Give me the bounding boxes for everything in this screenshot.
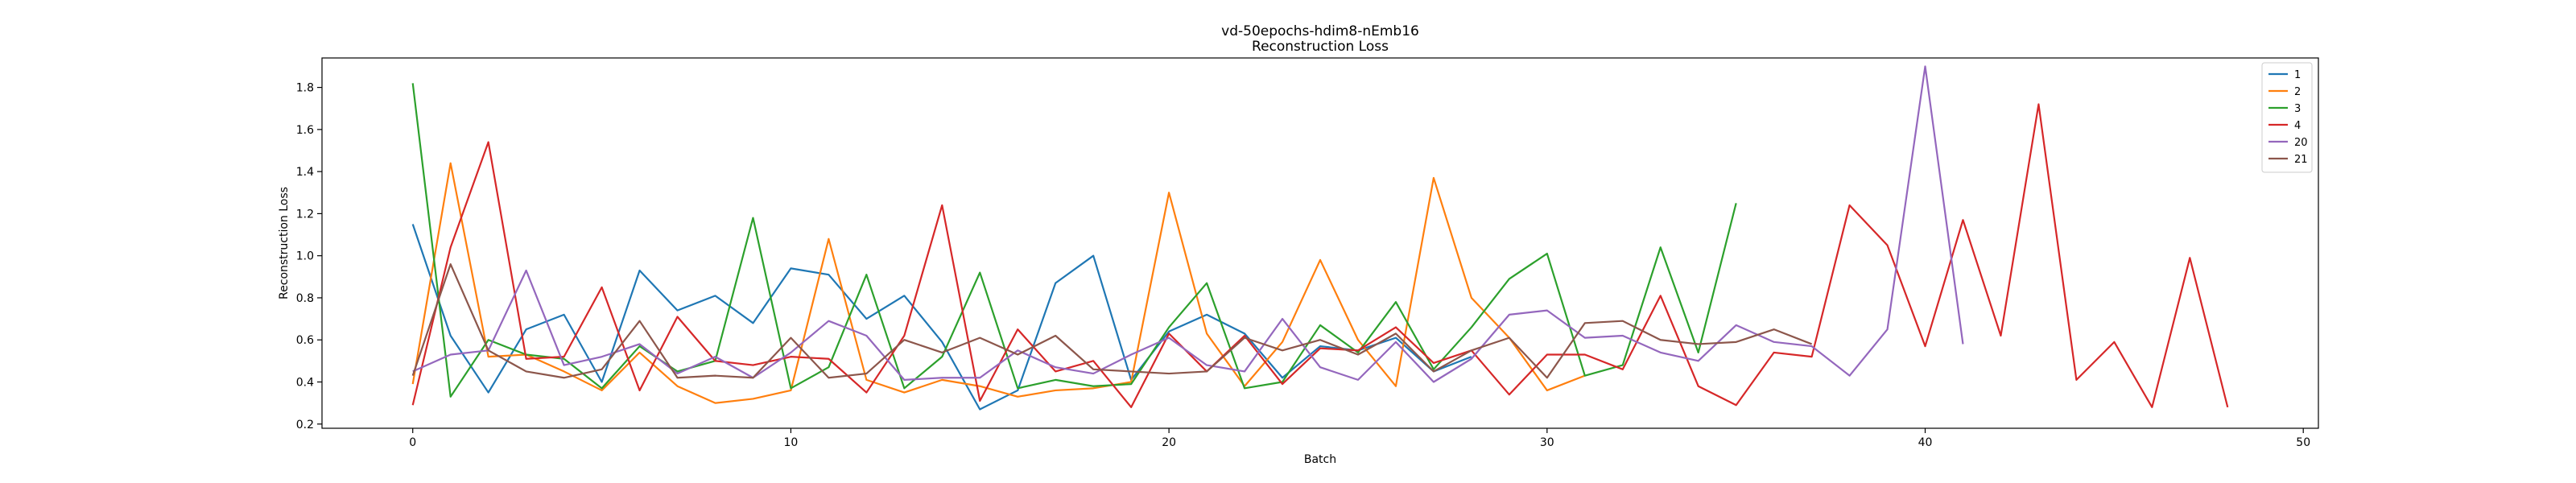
legend-label-21: 21 (2294, 154, 2308, 166)
y-tick-label: 1.4 (296, 166, 314, 179)
plot-area (411, 65, 2229, 411)
series-line-3 (411, 83, 1737, 398)
legend-label-1: 1 (2294, 69, 2301, 81)
y-tick-label: 0.6 (296, 334, 314, 347)
y-tick-label: 0.4 (296, 377, 314, 390)
legend-label-20: 20 (2294, 137, 2308, 149)
series-line-21 (411, 263, 1813, 379)
y-axis-label: Reconstruction Loss (278, 187, 291, 299)
axes-frame (321, 57, 2319, 429)
series-line-2 (411, 162, 1586, 404)
legend-label-4: 4 (2294, 120, 2301, 132)
y-tick-label: 1.2 (296, 208, 314, 221)
chart-title: vd-50epochs-hdim8-nEmb16 (1221, 23, 1419, 39)
x-tick-label: 50 (2296, 436, 2310, 449)
x-axis: 0 10 20 30 40 50 (409, 428, 2310, 449)
y-tick-label: 1.6 (296, 124, 314, 137)
series-line-4 (411, 103, 2229, 408)
x-tick-label: 0 (409, 436, 416, 449)
y-tick-label: 0.8 (296, 292, 314, 305)
y-tick-label: 0.2 (296, 419, 314, 431)
x-tick-label: 10 (784, 436, 799, 449)
y-tick-label: 1.8 (296, 82, 314, 95)
x-tick-label: 30 (1540, 436, 1554, 449)
legend: 1 2 3 4 20 21 (2261, 62, 2313, 173)
x-tick-label: 40 (1918, 436, 1933, 449)
legend-label-2: 2 (2294, 86, 2301, 98)
legend-label-3: 3 (2294, 103, 2301, 115)
y-tick-label: 1.0 (296, 250, 314, 263)
chart-subtitle: Reconstruction Loss (1252, 39, 1389, 55)
y-axis: 0.2 0.4 0.6 0.8 1.0 1.2 1.4 1.6 1.8 (296, 82, 322, 431)
x-axis-label: Batch (1304, 453, 1336, 466)
x-tick-label: 20 (1162, 436, 1176, 449)
